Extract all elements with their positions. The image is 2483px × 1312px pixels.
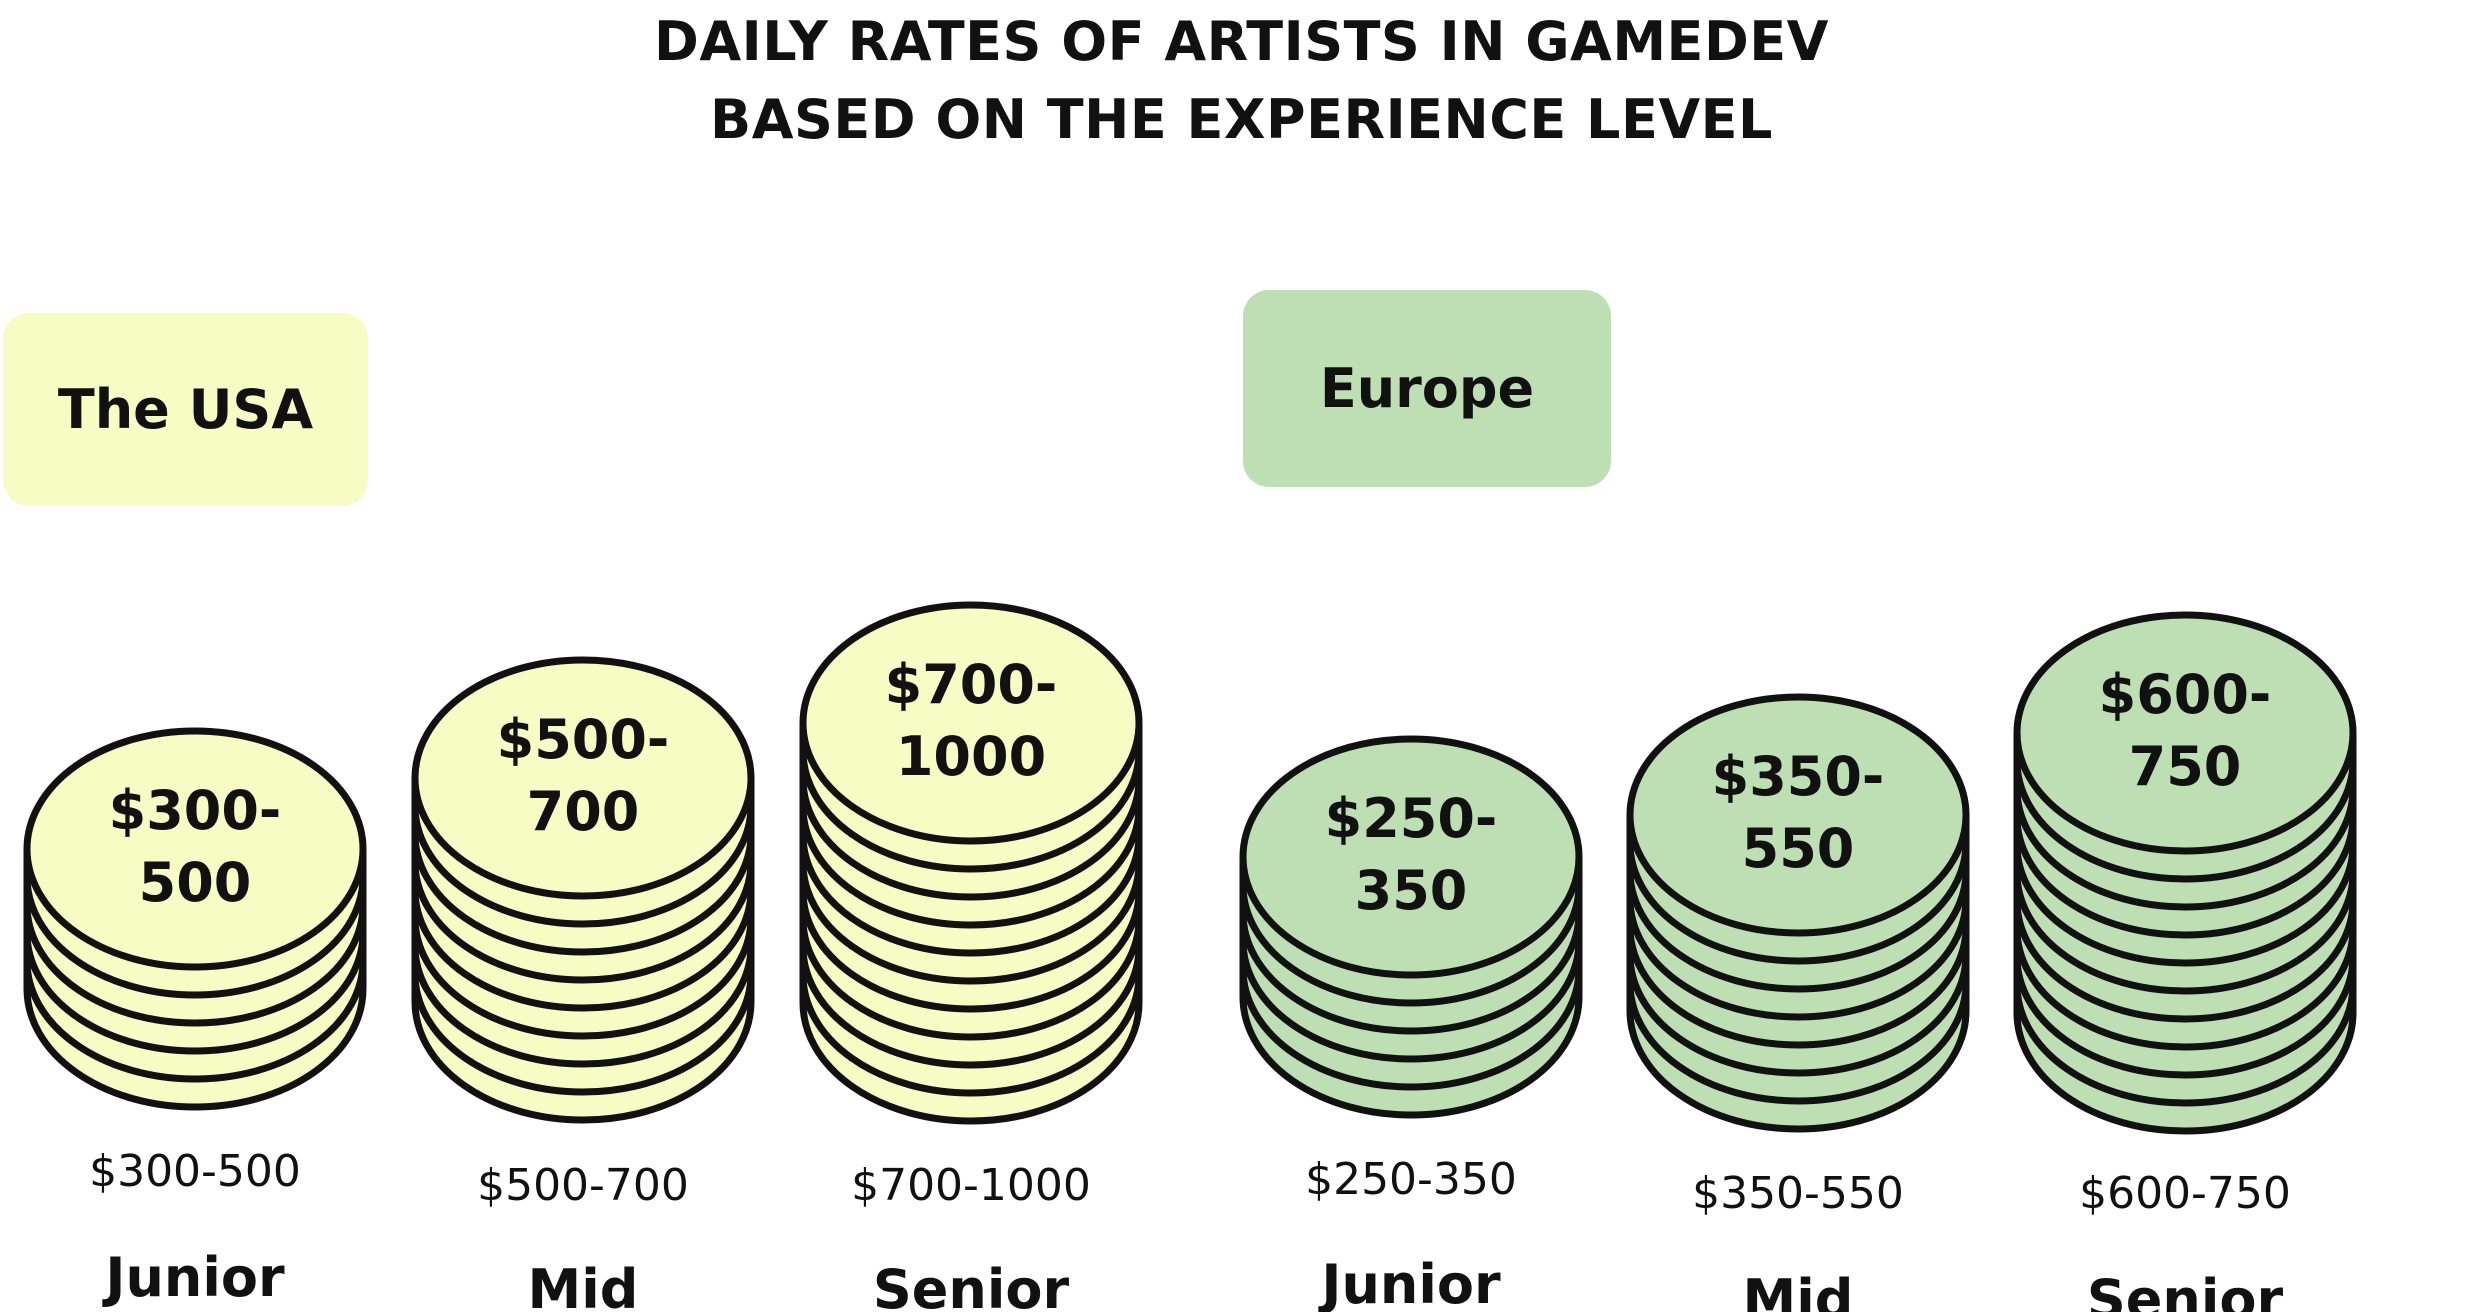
region-label-usa: The USA xyxy=(3,313,368,506)
level-label: Senior xyxy=(2087,1268,2284,1312)
level-label: Senior xyxy=(873,1258,1070,1312)
range-label: $500-700 xyxy=(477,1160,689,1211)
level-label: Mid xyxy=(528,1258,639,1312)
coin-stack: $700- 1000 xyxy=(799,601,1143,1125)
range-label: $250-350 xyxy=(1305,1154,1517,1205)
stack-top-label-line-2: 1000 xyxy=(896,725,1046,788)
chart-title-line-1: DAILY RATES OF ARTISTS IN GAMEDEV xyxy=(654,10,1829,73)
level-label: Junior xyxy=(101,1246,285,1309)
stack-top-label-line-2: 500 xyxy=(139,851,252,914)
range-label: $300-500 xyxy=(89,1146,301,1197)
coin-stack: $250- 350 xyxy=(1239,735,1583,1119)
stack-top-label-line-2: 550 xyxy=(1742,817,1855,880)
coin-stack: $300- 500 xyxy=(23,727,367,1111)
stack-top-label-line-1: $600- xyxy=(2099,663,2272,726)
coin-top xyxy=(2013,611,2357,855)
stack-top-label-line-2: 700 xyxy=(527,780,640,843)
level-label: Junior xyxy=(1317,1253,1501,1312)
range-label: $600-750 xyxy=(2079,1168,2291,1219)
coin-top xyxy=(1626,693,1970,937)
coin-stack: $350- 550 xyxy=(1626,693,1970,1133)
stack-top-label-line-1: $300- xyxy=(109,779,282,842)
range-label: $700-1000 xyxy=(851,1160,1091,1211)
stack-top-label-line-1: $350- xyxy=(1712,745,1885,808)
coin-top xyxy=(411,656,755,900)
region-label-europe: Europe xyxy=(1243,290,1611,487)
coin-top xyxy=(799,601,1143,845)
stack-top-label-line-2: 750 xyxy=(2129,735,2242,798)
coin-stack: $600- 750 xyxy=(2013,611,2357,1135)
stack-top-label-line-1: $500- xyxy=(497,708,670,771)
coin-top xyxy=(1239,735,1583,979)
coin-top xyxy=(23,727,367,971)
stack-top-label-line-1: $250- xyxy=(1325,787,1498,850)
stack-top-label-line-2: 350 xyxy=(1355,859,1468,922)
coin-stack: $500- 700 xyxy=(411,656,755,1124)
level-label: Mid xyxy=(1743,1268,1854,1312)
range-label: $350-550 xyxy=(1692,1168,1904,1219)
chart-title-line-2: BASED ON THE EXPERIENCE LEVEL xyxy=(710,88,1773,151)
stack-top-label-line-1: $700- xyxy=(885,653,1058,716)
